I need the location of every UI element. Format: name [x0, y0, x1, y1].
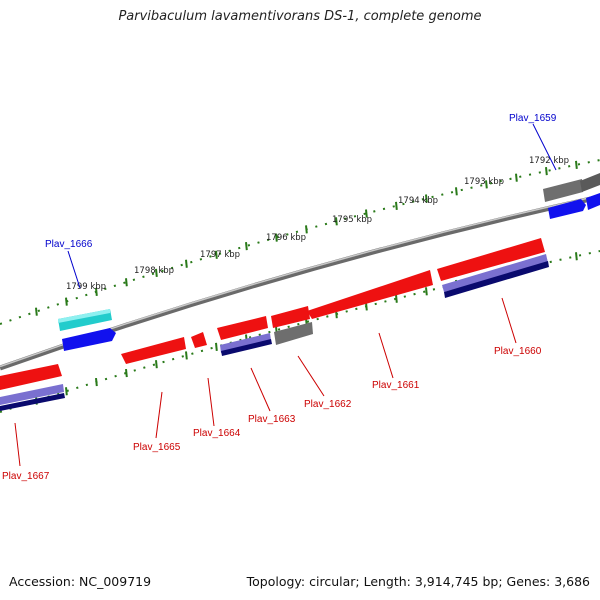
scale-label-1792: 1792 kbp [529, 156, 569, 166]
major-tick-upper [425, 194, 428, 203]
major-tick-lower [215, 342, 218, 351]
gene-plav-1667-lavender[interactable] [0, 384, 64, 405]
major-tick-upper [545, 167, 548, 176]
gene-label-plav-1661[interactable]: Plav_1661 [372, 380, 420, 391]
scale-label-1797: 1797 kbp [200, 250, 240, 260]
major-tick-upper [245, 242, 248, 251]
scale-label-1793: 1793 kbp [464, 177, 504, 187]
major-tick-upper [125, 278, 128, 287]
gene-plav-1666-cyan-shade [58, 309, 110, 323]
leader-plav-1662 [297, 355, 325, 397]
gene-plav-1663-lavender[interactable] [220, 333, 271, 353]
gene-plav-1660-red[interactable] [437, 238, 545, 281]
gene-plav-1659-blue[interactable] [548, 199, 586, 219]
gene-label-plav-1665[interactable]: Plav_1665 [133, 442, 181, 453]
major-tick-lower [155, 360, 158, 369]
gene-plav-1660-blue-partial[interactable] [586, 193, 600, 210]
major-tick-lower [125, 368, 128, 378]
major-tick-upper [305, 225, 308, 234]
major-tick-upper [65, 297, 68, 306]
major-tick-upper [155, 268, 158, 277]
gene-plav-1663-red[interactable] [217, 316, 268, 340]
gene-plav-1660-navy[interactable] [444, 261, 549, 298]
gene-plav-1667-red[interactable] [0, 364, 62, 390]
gene-label-plav-1664[interactable]: Plav_1664 [193, 428, 241, 439]
leader-plav-1665 [155, 391, 163, 439]
major-tick-upper [575, 160, 578, 169]
major-tick-upper [395, 201, 398, 210]
scale-label-1799: 1799 kbp [66, 282, 106, 292]
scale-label-1798: 1798 kbp [134, 266, 174, 276]
gene-plav-1663-navy[interactable] [221, 339, 272, 356]
leader-lines [14, 123, 557, 467]
gene-plav-1662-red[interactable] [271, 306, 310, 328]
gene-label-plav-1659[interactable]: Plav_1659 [509, 113, 557, 124]
gene-plav-1660-lavender[interactable] [442, 254, 548, 292]
gene-plav-1659-grey-2[interactable] [580, 173, 600, 192]
major-tick-upper [185, 259, 188, 268]
major-tick-lower [185, 351, 188, 360]
leader-plav-1661 [378, 332, 394, 379]
leader-plav-1664 [207, 377, 215, 427]
leader-plav-1660 [501, 297, 517, 344]
major-tick-upper [335, 217, 338, 226]
major-tick-upper [275, 233, 278, 242]
gene-plav-1662-grey[interactable] [274, 322, 313, 345]
gene-label-plav-1663[interactable]: Plav_1663 [248, 414, 296, 425]
accession-text: Accession: NC_009719 [9, 574, 152, 589]
major-tick-upper [455, 187, 458, 196]
upper-gene-track [58, 173, 600, 351]
major-tick-lower [575, 252, 578, 261]
major-tick-upper [35, 307, 38, 316]
gene-label-plav-1667[interactable]: Plav_1667 [2, 471, 50, 482]
map-title: Parvibaculum lavamentivorans DS-1, compl… [118, 9, 482, 24]
leader-plav-1667 [14, 422, 21, 467]
major-tick-lower [65, 387, 68, 396]
major-tick-upper [215, 250, 218, 259]
gene-label-plav-1662[interactable]: Plav_1662 [304, 399, 352, 410]
gene-plav-1664-red[interactable] [191, 332, 207, 348]
major-tick-upper [515, 173, 518, 182]
gene-plav-1666-blue[interactable] [62, 328, 116, 351]
major-tick-upper [95, 287, 98, 296]
gene-plav-1665-red[interactable] [121, 337, 186, 364]
gene-label-plav-1666[interactable]: Plav_1666 [45, 239, 93, 250]
gene-plav-1661-red[interactable] [307, 270, 433, 319]
major-tick-lower [395, 294, 398, 303]
scale-label-1794: 1794 kbp [398, 196, 438, 206]
leader-plav-1659 [532, 123, 557, 171]
major-tick-lower [95, 377, 98, 387]
lower-gene-track [0, 238, 549, 411]
major-tick-lower [425, 287, 428, 296]
scale-label-1796: 1796 kbp [266, 233, 306, 243]
major-tick-upper [365, 209, 368, 218]
major-tick-upper [485, 180, 488, 189]
leader-plav-1666 [67, 250, 81, 289]
gene-label-plav-1660[interactable]: Plav_1660 [494, 346, 542, 357]
leader-plav-1663 [250, 367, 271, 412]
gene-plav-1659-grey[interactable] [543, 179, 583, 202]
gene-plav-1667-navy[interactable] [0, 393, 65, 411]
topology-text: Topology: circular; Length: 3,914,745 bp… [246, 574, 590, 589]
scale-label-1795: 1795 kbp [332, 215, 372, 225]
